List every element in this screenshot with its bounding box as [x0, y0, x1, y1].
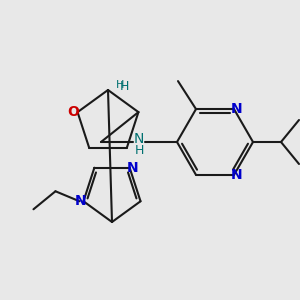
Text: N: N [75, 194, 86, 208]
Text: H: H [116, 80, 124, 90]
Text: H: H [119, 80, 129, 94]
Text: N: N [231, 168, 243, 182]
Text: O: O [68, 105, 80, 119]
Text: N: N [127, 161, 138, 175]
Text: H: H [134, 143, 144, 157]
Text: N: N [134, 132, 144, 146]
Text: N: N [231, 102, 243, 116]
